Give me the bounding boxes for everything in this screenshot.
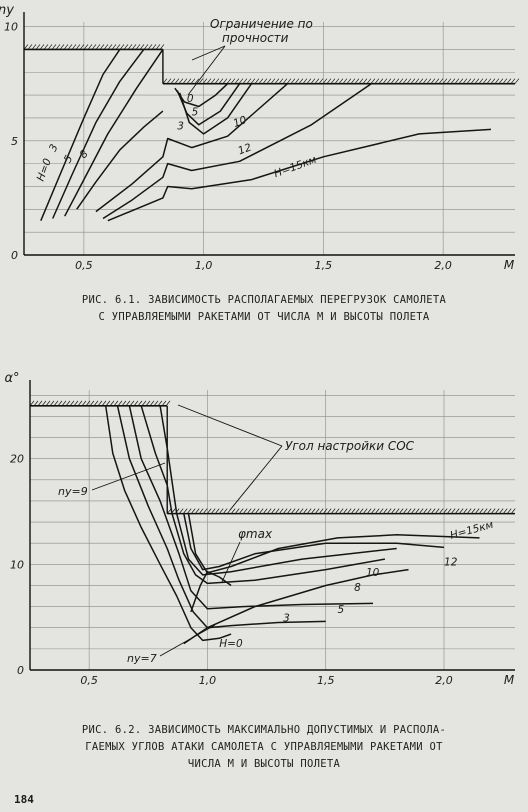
series-line [140, 405, 386, 585]
series-label: 10 [232, 114, 249, 130]
x-tick-label: 0,5 [80, 674, 98, 687]
series-line [159, 405, 397, 576]
y-tick-label: 20 [10, 453, 24, 466]
phi-max-label: φmax [238, 527, 273, 541]
y-axis-label: ny [0, 3, 14, 18]
series-line [40, 48, 121, 221]
series-label: 3 [177, 120, 184, 132]
x-axis-label: M [504, 258, 515, 272]
ny9-label: ny=9 [58, 485, 88, 498]
annotation-leader [229, 445, 283, 511]
series-line [190, 570, 232, 613]
x-tick-label: 2,0 [434, 259, 452, 272]
annotation-leader [159, 624, 216, 657]
caption-line: ЧИСЛА М И ВЫСОТЫ ПОЛЕТА [187, 758, 341, 770]
limit-hatch [166, 508, 516, 514]
annotation-leader [191, 45, 226, 61]
chart-6-2: 0,5 1,0 1,5 2,001020α°MH=03581012H=15кмУгол… [4, 371, 516, 687]
caption-6-2: РИС. 6.2. ЗАВИСИМОСТЬ МАКСИМАЛЬНО ДОПУСТ… [0, 722, 528, 773]
annotation-leader [91, 462, 166, 491]
y-tick-label: 10 [10, 558, 24, 571]
series-label: H=15км [272, 154, 318, 180]
annotation-leader [177, 404, 283, 447]
page-number: 184 [14, 793, 34, 806]
caption-line: РИС. 6.1. ЗАВИСИМОСТЬ РАСПОЛАГАЕМЫХ ПЕРЕ… [81, 294, 447, 306]
series-line [102, 83, 372, 220]
y-tick-label: 10 [4, 21, 18, 34]
annotation-leader [221, 541, 241, 583]
series-line [95, 83, 288, 213]
caption-6-1: РИС. 6.1. ЗАВИСИМОСТЬ РАСПОЛАГАЕМЫХ ПЕРЕ… [0, 292, 528, 326]
series-label: 12 [444, 556, 458, 568]
series-line [107, 128, 492, 222]
caption-line: ГАЕМЫХ УГЛОВ АТАКИ САМОЛЕТА С УПРАВЛЯЕМЫ… [85, 741, 443, 753]
series-line [128, 405, 374, 610]
caption-line: РИС. 6.2. ЗАВИСИМОСТЬ МАКСИМАЛЬНО ДОПУСТ… [81, 724, 447, 736]
annotation-strength: Ограничение по [210, 17, 313, 31]
series-label: 10 [366, 567, 380, 579]
series-line [52, 48, 145, 219]
series-label: 12 [236, 141, 253, 157]
ny7-label: ny=7 [127, 652, 157, 665]
series-line [183, 513, 445, 571]
series-line [178, 83, 253, 135]
annotation-strength: прочности [222, 31, 289, 45]
limit-hatch [23, 44, 165, 50]
caption-line: С УПРАВЛЯЕМЫМИ РАКЕТАМИ ОТ ЧИСЛА М И ВЫС… [98, 311, 430, 323]
x-axis-label: M [504, 673, 515, 687]
series-label: 3 [283, 612, 290, 624]
series-label: 5 [338, 604, 345, 616]
series-label: 5 [192, 107, 199, 119]
series-label: 3 [47, 142, 61, 153]
annotation-leader [187, 45, 226, 96]
series-label: 8 [354, 582, 361, 594]
x-tick-label: 1,0 [199, 674, 217, 687]
y-tick-label: 0 [17, 664, 24, 677]
x-tick-label: 1,5 [317, 674, 335, 687]
figure-6-1: 0,51,01,52,00510nyMH=03580351012H=15кмОг… [0, 0, 528, 294]
y-tick-label: 5 [11, 135, 18, 148]
series-label: H=0 [35, 157, 54, 183]
series-line [187, 513, 480, 574]
limit-hatch [162, 78, 520, 84]
chart-6-1: 0,51,01,52,00510nyMH=03580351012H=15кмОг… [0, 3, 520, 272]
x-tick-label: 0,5 [75, 259, 93, 272]
series-label: 0 [187, 93, 194, 105]
figure-6-2: 0,5 1,0 1,5 2,0 0 10 20 α° M H=0 3 5 8 10 12 H=15км Угол… [0, 360, 528, 714]
y-axis-label: α° [4, 371, 19, 386]
annotation-sos: Угол настройки СОС [285, 439, 415, 453]
series-line [183, 568, 409, 645]
series-line [76, 110, 164, 210]
x-tick-label: 1,0 [195, 259, 213, 272]
limit-hatch [29, 400, 171, 407]
series-label: H=0 [219, 638, 243, 650]
x-tick-label: 1,5 [315, 259, 333, 272]
y-tick-label: 0 [11, 249, 18, 262]
series-line [104, 405, 232, 642]
x-tick-label: 2,0 [435, 674, 453, 687]
series-line [64, 48, 164, 217]
series-line [116, 405, 326, 629]
